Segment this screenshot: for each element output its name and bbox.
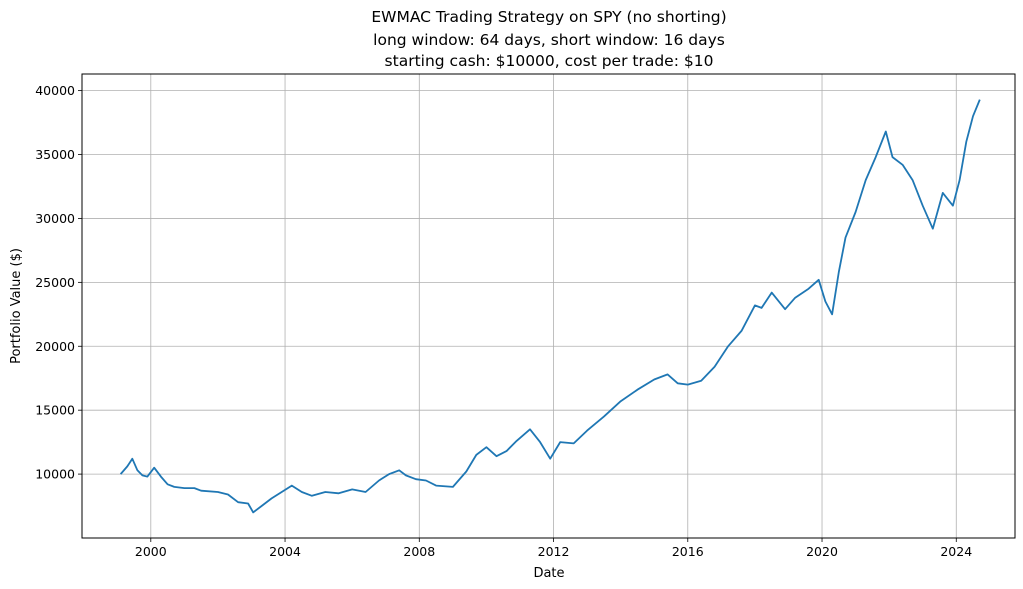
x-tick-label: 2016 (672, 544, 704, 559)
y-tick-label: 40000 (35, 83, 75, 98)
y-tick-label: 15000 (35, 403, 75, 418)
title-line-3: starting cash: $10000, cost per trade: $… (385, 52, 714, 70)
y-axis-label: Portfolio Value ($) (9, 248, 24, 364)
x-tick-label: 2004 (269, 544, 301, 559)
x-tick-label: 2012 (538, 544, 570, 559)
y-tick-label: 20000 (35, 339, 75, 354)
y-axis: 10000 15000 20000 25000 30000 35000 40000 (35, 83, 82, 482)
y-tick-label: 10000 (35, 467, 75, 482)
x-tick-label: 2020 (806, 544, 838, 559)
series-line-0 (119, 99, 981, 514)
grid (82, 74, 1015, 538)
x-axis-label: Date (533, 566, 564, 581)
title-line-1: EWMAC Trading Strategy on SPY (no shorti… (371, 8, 726, 26)
x-axis: 2000 2004 2008 2012 2016 2020 2024 (135, 538, 972, 559)
y-tick-label: 30000 (35, 211, 75, 226)
title-line-2: long window: 64 days, short window: 16 d… (373, 31, 725, 49)
y-tick-label: 25000 (35, 275, 75, 290)
x-tick-label: 2008 (403, 544, 435, 559)
x-tick-label: 2024 (940, 544, 972, 559)
y-tick-label: 35000 (35, 147, 75, 162)
plot-frame (81, 73, 1016, 539)
x-tick-label: 2000 (135, 544, 167, 559)
series-layer (119, 99, 981, 514)
chart-title: EWMAC Trading Strategy on SPY (no shorti… (371, 8, 726, 70)
